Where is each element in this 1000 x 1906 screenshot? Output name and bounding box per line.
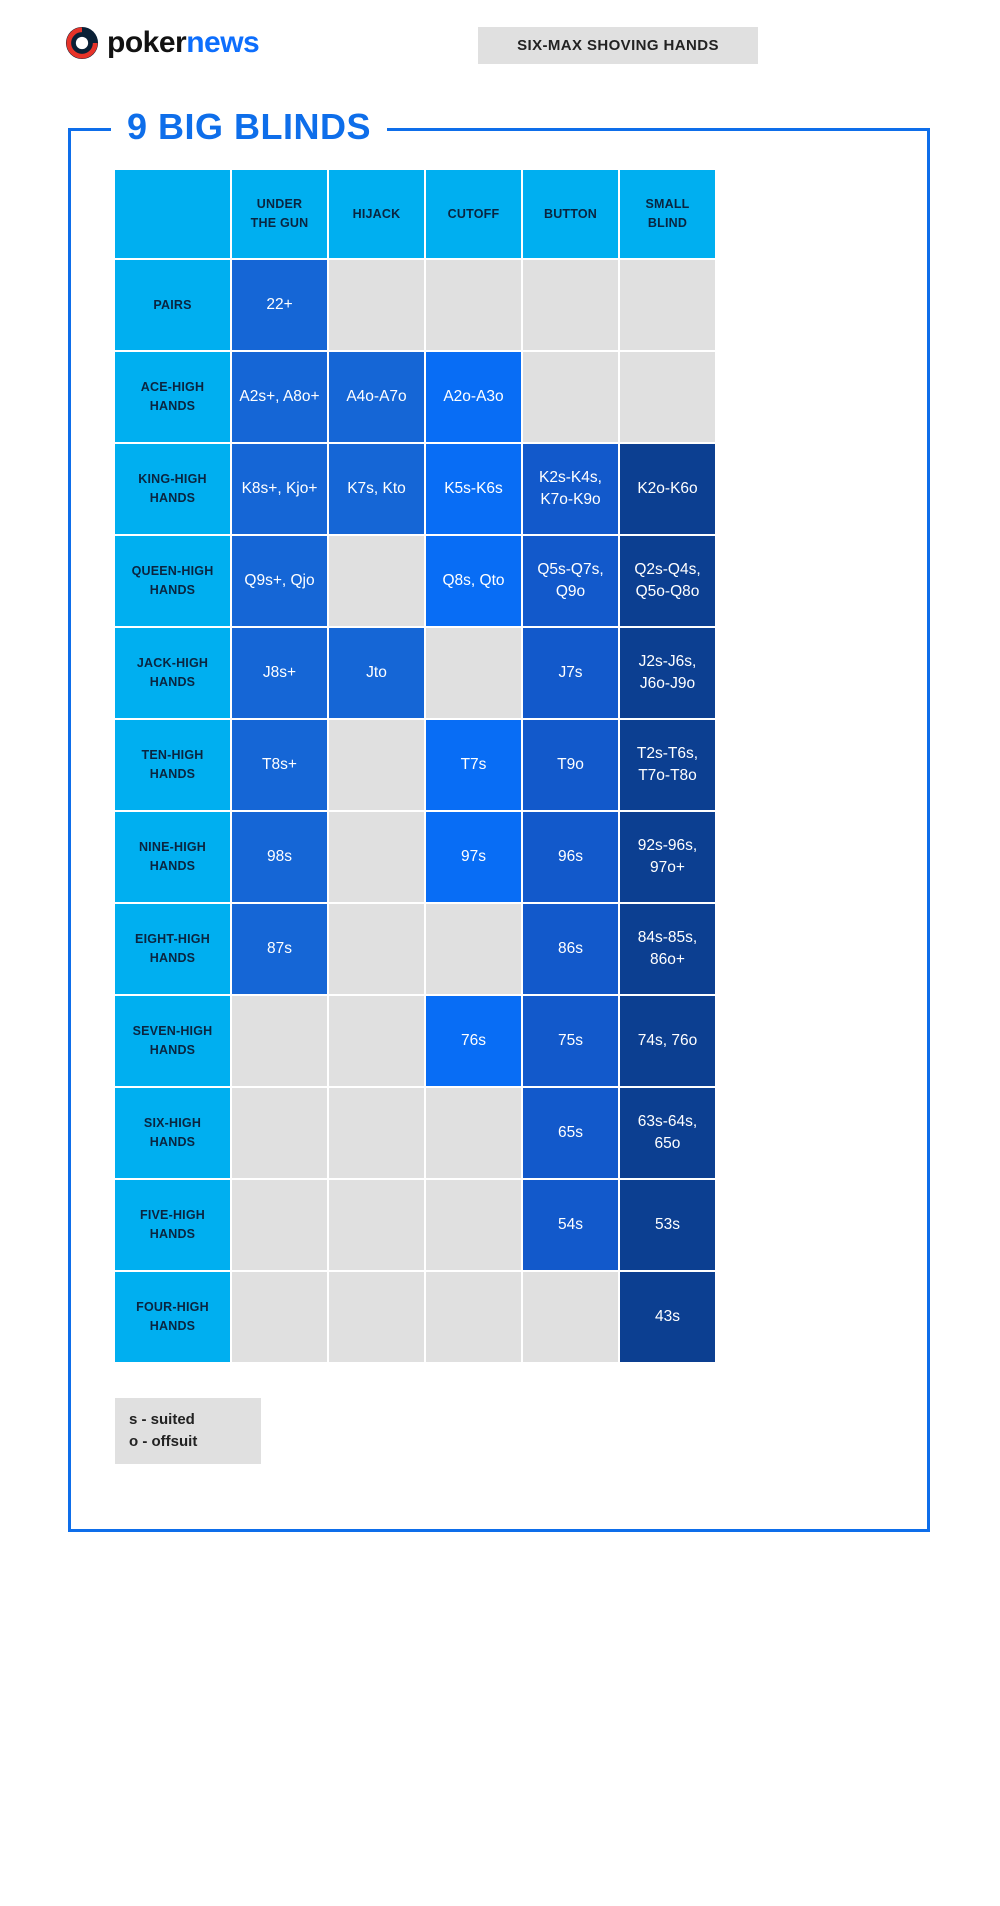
empty-cell bbox=[620, 260, 715, 350]
empty-cell bbox=[620, 352, 715, 442]
hand-range-cell: 65s bbox=[523, 1088, 618, 1178]
hand-range-cell: 54s bbox=[523, 1180, 618, 1270]
hand-range-cell: J2s-J6s, J6o-J9o bbox=[620, 628, 715, 718]
empty-cell bbox=[426, 1180, 521, 1270]
pokernews-logo: pokernews bbox=[65, 26, 260, 60]
hand-range-cell: Q2s-Q4s, Q5o-Q8o bbox=[620, 536, 715, 626]
row-label-5: TEN-HIGH HANDS bbox=[115, 720, 230, 810]
row-label-3: QUEEN-HIGH HANDS bbox=[115, 536, 230, 626]
hand-range-cell: 76s bbox=[426, 996, 521, 1086]
row-label-9: SIX-HIGH HANDS bbox=[115, 1088, 230, 1178]
hand-range-cell: 63s-64s, 65o bbox=[620, 1088, 715, 1178]
hand-range-cell: T7s bbox=[426, 720, 521, 810]
hand-range-cell: 97s bbox=[426, 812, 521, 902]
empty-cell bbox=[329, 260, 424, 350]
empty-cell bbox=[232, 996, 327, 1086]
hand-range-cell: K7s, Kto bbox=[329, 444, 424, 534]
column-header-2: CUTOFF bbox=[426, 170, 521, 258]
empty-cell bbox=[426, 628, 521, 718]
legend-box: s - suited o - offsuit bbox=[115, 1398, 261, 1464]
header-banner: SIX-MAX SHOVING HANDS bbox=[478, 27, 758, 64]
legend-offsuit: o - offsuit bbox=[129, 1432, 198, 1450]
pokernews-logo-icon bbox=[65, 26, 99, 60]
empty-cell bbox=[329, 536, 424, 626]
column-header-4: SMALL BLIND bbox=[620, 170, 715, 258]
empty-cell bbox=[523, 1272, 618, 1362]
empty-cell bbox=[232, 1180, 327, 1270]
empty-cell bbox=[329, 1088, 424, 1178]
row-label-2: KING-HIGH HANDS bbox=[115, 444, 230, 534]
hand-range-cell: Q5s-Q7s, Q9o bbox=[523, 536, 618, 626]
hand-range-cell: J7s bbox=[523, 628, 618, 718]
empty-cell bbox=[426, 1088, 521, 1178]
row-label-8: SEVEN-HIGH HANDS bbox=[115, 996, 230, 1086]
empty-cell bbox=[426, 260, 521, 350]
hand-range-cell: 98s bbox=[232, 812, 327, 902]
hand-range-cell: 92s-96s, 97o+ bbox=[620, 812, 715, 902]
hand-range-cell: K8s+, Kjo+ bbox=[232, 444, 327, 534]
row-label-4: JACK-HIGH HANDS bbox=[115, 628, 230, 718]
hand-range-cell: T2s-T6s, T7o-T8o bbox=[620, 720, 715, 810]
hand-range-cell: 53s bbox=[620, 1180, 715, 1270]
empty-cell bbox=[232, 1088, 327, 1178]
chart-title: 9 BIG BLINDS bbox=[111, 106, 388, 148]
hand-range-cell: K2o-K6o bbox=[620, 444, 715, 534]
hand-range-cell: A4o-A7o bbox=[329, 352, 424, 442]
hand-range-cell: 87s bbox=[232, 904, 327, 994]
logo-word-poker: poker bbox=[107, 26, 187, 59]
empty-cell bbox=[329, 904, 424, 994]
hand-range-cell: 22+ bbox=[232, 260, 327, 350]
empty-cell bbox=[426, 1272, 521, 1362]
column-header-0: UNDER THE GUN bbox=[232, 170, 327, 258]
table-corner-cell bbox=[115, 170, 230, 258]
empty-cell bbox=[426, 904, 521, 994]
empty-cell bbox=[329, 812, 424, 902]
top-bar: pokernews SIX-MAX SHOVING HANDS bbox=[65, 26, 935, 66]
hand-range-cell: K5s-K6s bbox=[426, 444, 521, 534]
empty-cell bbox=[232, 1272, 327, 1362]
hand-range-cell: Jto bbox=[329, 628, 424, 718]
hand-range-cell: T9o bbox=[523, 720, 618, 810]
logo-word-news: news bbox=[186, 26, 260, 59]
row-label-1: ACE-HIGH HANDS bbox=[115, 352, 230, 442]
empty-cell bbox=[329, 1180, 424, 1270]
row-label-6: NINE-HIGH HANDS bbox=[115, 812, 230, 902]
hand-range-cell: 86s bbox=[523, 904, 618, 994]
empty-cell bbox=[523, 352, 618, 442]
row-label-10: FIVE-HIGH HANDS bbox=[115, 1180, 230, 1270]
legend-suited: s - suited bbox=[129, 1411, 195, 1428]
shoving-hands-table: UNDER THE GUN HIJACK CUTOFF BUTTON SMALL BLI… bbox=[115, 170, 715, 1362]
row-label-11: FOUR-HIGH HANDS bbox=[115, 1272, 230, 1362]
row-label-0: PAIRS bbox=[115, 260, 230, 350]
hand-range-cell: J8s+ bbox=[232, 628, 327, 718]
hand-range-cell: 43s bbox=[620, 1272, 715, 1362]
hand-range-cell: 84s-85s, 86o+ bbox=[620, 904, 715, 994]
hand-range-cell: A2s+, A8o+ bbox=[232, 352, 327, 442]
hand-range-cell: 74s, 76o bbox=[620, 996, 715, 1086]
chart-frame: 9 BIG BLINDS UNDER THE GUN HIJACK CUTOFF BU… bbox=[68, 106, 930, 1532]
row-label-7: EIGHT-HIGH HANDS bbox=[115, 904, 230, 994]
logo-wordmark: pokernews bbox=[107, 26, 260, 60]
column-header-3: BUTTON bbox=[523, 170, 618, 258]
hand-range-cell: K2s-K4s, K7o-K9o bbox=[523, 444, 618, 534]
hand-range-cell: A2o-A3o bbox=[426, 352, 521, 442]
column-header-1: HIJACK bbox=[329, 170, 424, 258]
empty-cell bbox=[329, 720, 424, 810]
empty-cell bbox=[329, 996, 424, 1086]
hand-range-cell: Q8s, Qto bbox=[426, 536, 521, 626]
empty-cell bbox=[329, 1272, 424, 1362]
hand-range-cell: T8s+ bbox=[232, 720, 327, 810]
hand-range-cell: 96s bbox=[523, 812, 618, 902]
empty-cell bbox=[523, 260, 618, 350]
hand-range-cell: 75s bbox=[523, 996, 618, 1086]
hand-range-cell: Q9s+, Qjo bbox=[232, 536, 327, 626]
